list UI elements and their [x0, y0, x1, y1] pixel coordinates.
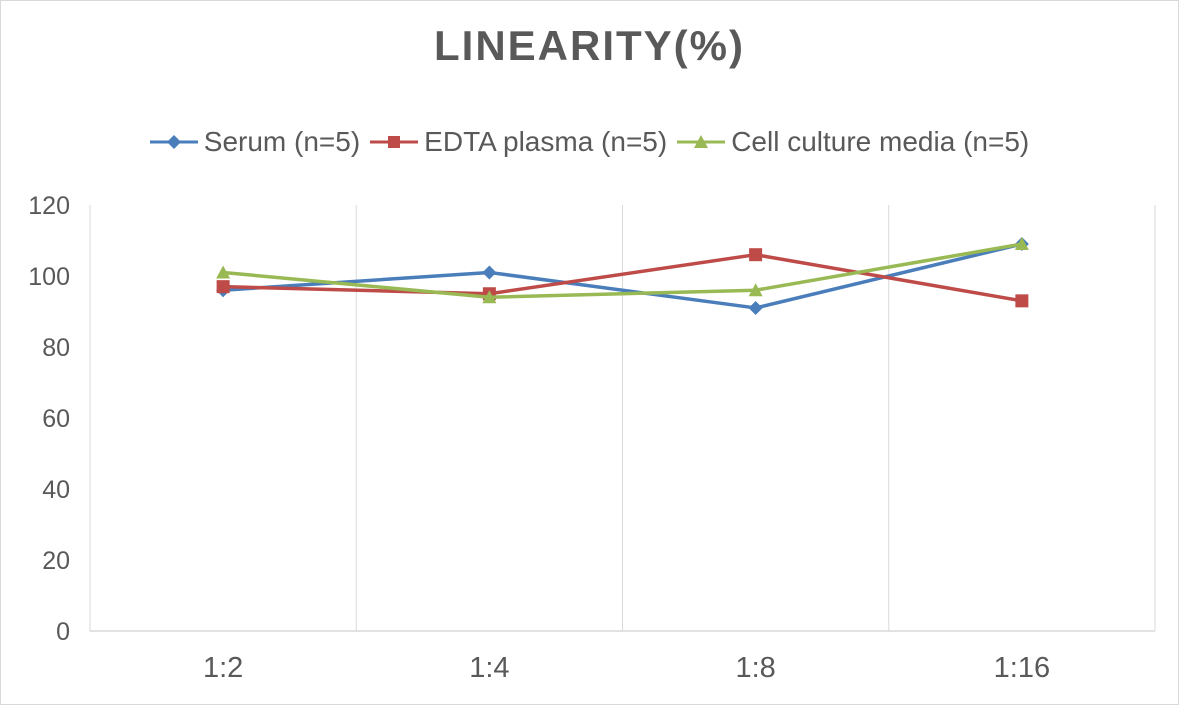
legend-label-cell-culture-media: Cell culture media (n=5) — [731, 126, 1030, 157]
data-point-cell-culture-media-n-5 — [748, 283, 763, 297]
legend-label-serum: Serum (n=5) — [203, 126, 361, 157]
data-point-cell-culture-media-n-5 — [482, 290, 497, 304]
legend-swatch-cell-culture-media — [677, 135, 726, 148]
y-tick-label: 120 — [28, 192, 70, 220]
chart-title: LINEARITY(%) — [434, 22, 745, 69]
data-point-cell-culture-media-n-5 — [1014, 237, 1029, 251]
series-line-cell-culture-media-n-5 — [221, 242, 1024, 300]
legend-swatch-serum — [149, 135, 198, 149]
legend-item-edta-plasma: EDTA plasma (n=5) — [370, 126, 667, 158]
legend: Serum (n=5) EDTA plasma (n=5) Cell cultu… — [0, 122, 1179, 162]
x-tick-label: 1:4 — [469, 652, 509, 684]
data-point-edta-plasma-n-5 — [1015, 294, 1029, 308]
x-tick-label: 1:2 — [203, 652, 243, 684]
y-tick-label: 100 — [28, 263, 70, 291]
data-point-edta-plasma-n-5 — [216, 280, 230, 294]
x-tick-label: 1:16 — [994, 652, 1050, 684]
data-point-serum-n-5 — [748, 300, 763, 315]
legend-item-serum: Serum (n=5) — [149, 126, 361, 158]
y-tick-label: 0 — [56, 618, 70, 646]
y-tick-label: 40 — [42, 476, 70, 504]
x-tick-label: 1:8 — [735, 652, 775, 684]
data-point-serum-n-5 — [482, 265, 497, 280]
series-line-edta-plasma-n-5 — [221, 252, 1024, 303]
y-tick-label: 20 — [42, 547, 70, 575]
legend-item-cell-culture-media: Cell culture media (n=5) — [677, 126, 1029, 158]
data-point-cell-culture-media-n-5 — [216, 265, 231, 279]
legend-swatch-edta-plasma — [370, 136, 419, 148]
y-tick-label: 80 — [42, 334, 70, 362]
legend-label-edta-plasma: EDTA plasma (n=5) — [424, 126, 668, 157]
y-tick-label: 60 — [42, 405, 70, 433]
data-point-edta-plasma-n-5 — [749, 248, 763, 262]
